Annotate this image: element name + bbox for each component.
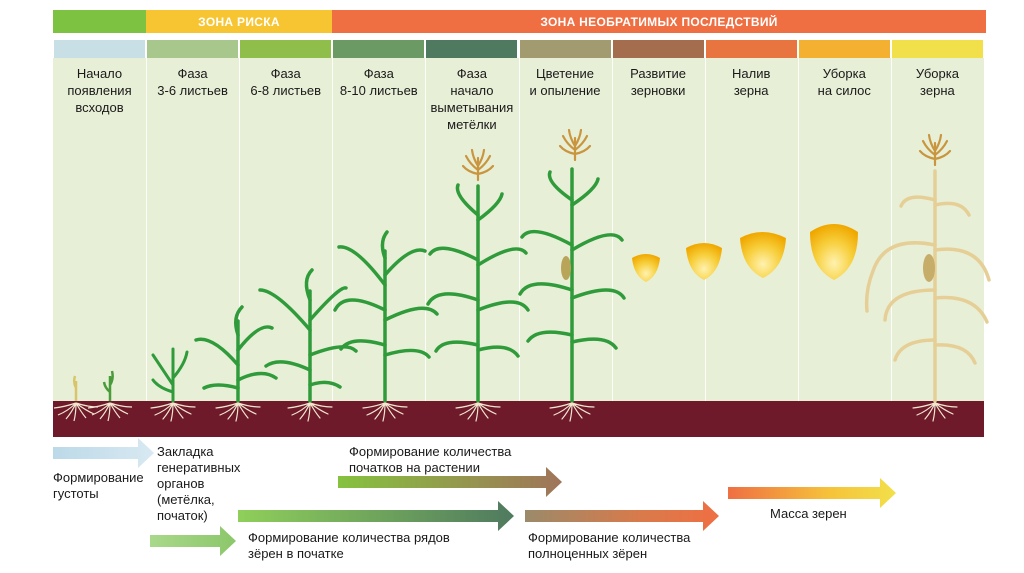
stage-divider <box>146 58 148 401</box>
corn-plant-icon <box>150 347 196 422</box>
corn-plant-icon <box>333 230 439 422</box>
stage-stripe-8 <box>705 40 797 58</box>
label-full-grains: Формирование количества полноценных зёре… <box>528 530 691 561</box>
stage-stripe-1 <box>54 40 146 58</box>
corn-plant-icon <box>258 268 358 422</box>
seedling-icon <box>53 370 133 422</box>
corn-tassel-icon <box>558 128 592 162</box>
stage-divider <box>239 58 241 401</box>
corn-plant-icon <box>426 183 530 422</box>
zone-irreversible-bar: ЗОНА НЕОБРАТИМЫХ ПОСЛЕДСТВИЙ <box>332 10 986 33</box>
stage-label-1: Начало появления всходов <box>67 66 132 115</box>
stage-stripe-6 <box>519 40 611 58</box>
corn-plant-icon <box>194 305 278 422</box>
stage-divider <box>797 58 799 401</box>
corn-tassel-icon <box>918 133 952 167</box>
label-generative-organs: Закладка генеративных органов (метёлка, … <box>157 444 241 523</box>
stage-stripe-3 <box>240 40 332 58</box>
stage-divider <box>890 58 892 401</box>
stage-stripe-9 <box>798 40 890 58</box>
corn-tassel-icon <box>461 148 495 182</box>
stage-stripe-10 <box>891 40 983 58</box>
stage-label-10: Уборка зерна <box>915 66 959 98</box>
stage-divider <box>425 58 427 401</box>
label-ears: Формирование количества початков на раст… <box>349 444 512 475</box>
stage-stripe-7 <box>612 40 704 58</box>
stage-label-8: Налив зерна <box>732 66 771 98</box>
stage-label-3: Фаза 6-8 листьев <box>250 66 321 98</box>
stage-stripe-4 <box>333 40 425 58</box>
arrow-icon <box>53 438 896 556</box>
soil-band <box>53 401 984 437</box>
label-grain-mass: Масса зерен <box>770 506 847 521</box>
corn-ear-icon <box>923 254 935 282</box>
label-rows: Формирование количества рядов зёрен в по… <box>248 530 450 561</box>
zone-risk-bar: ЗОНА РИСКА <box>146 10 332 33</box>
stage-label-2: Фаза 3-6 листьев <box>157 66 228 98</box>
stage-divider <box>332 58 334 401</box>
zone-safe-bar <box>53 10 146 33</box>
stage-divider <box>518 58 520 401</box>
stage-label-6: Цветение и опыление <box>529 66 601 98</box>
stage-label-5: Фаза начало выметывания метёлки <box>430 66 514 132</box>
stage-divider <box>704 58 706 401</box>
corn-plant-icon <box>518 167 626 422</box>
corn-ear-icon <box>561 256 571 280</box>
label-density: Формирование густоты <box>53 470 144 501</box>
stage-stripe-2 <box>147 40 239 58</box>
stage-label-9: Уборка на силос <box>817 66 871 98</box>
stage-label-4: Фаза 8-10 листьев <box>339 66 418 98</box>
corn-kernel-icon <box>632 224 858 282</box>
stage-stripe-5 <box>426 40 518 58</box>
stage-divider <box>611 58 613 401</box>
dry-corn-plant-icon <box>864 169 991 422</box>
stage-label-7: Развитие зерновки <box>630 66 687 98</box>
